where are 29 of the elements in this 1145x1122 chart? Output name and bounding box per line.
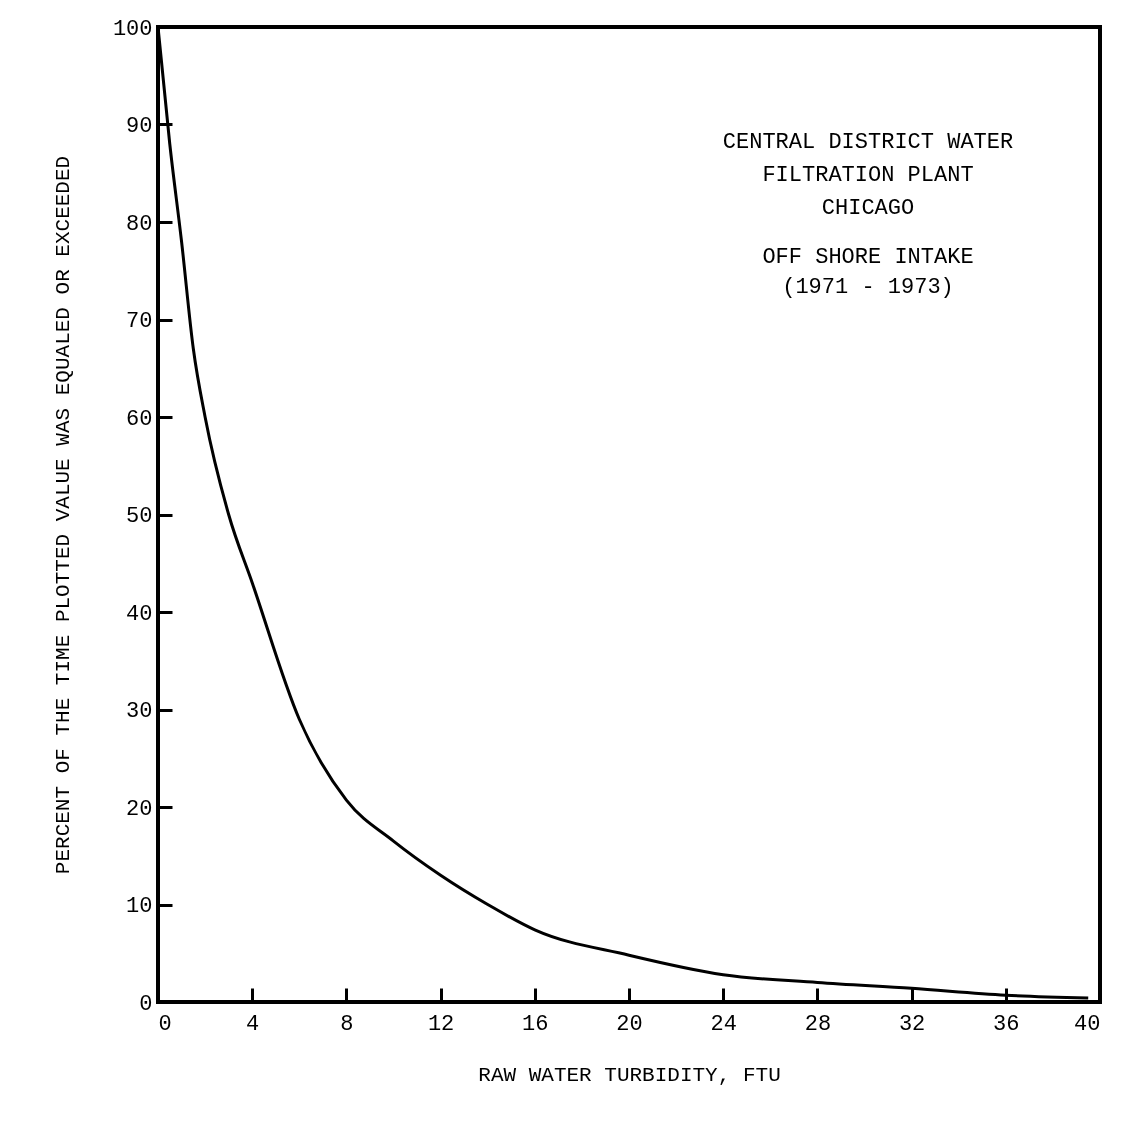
y-axis-title: PERCENT OF THE TIME PLOTTED VALUE WAS EQUALED OR EXCEEDED: [51, 155, 75, 875]
annotation: OFF SHORE INTAKE: [762, 245, 974, 270]
annotation: (1971 - 1973): [782, 275, 954, 300]
x-tick-label: 12: [427, 1011, 455, 1037]
y-tick-label: 20: [126, 796, 153, 822]
y-tick-label: 30: [126, 699, 153, 724]
y-tick-label: 40: [126, 601, 153, 627]
y-tick-label: 50: [126, 504, 153, 529]
y-tick-label: 90: [126, 114, 153, 139]
x-tick-label: 40: [1074, 1011, 1101, 1037]
y-tick-label: 10: [126, 894, 153, 919]
y-tick-label: 0: [139, 991, 153, 1017]
y-tick-label: 70: [126, 309, 153, 334]
y-tick-label: 80: [126, 211, 153, 237]
annotation: CENTRAL DISTRICT WATER: [722, 130, 1014, 155]
x-tick-label: 0: [158, 1011, 172, 1037]
y-tick-label: 60: [126, 406, 153, 432]
x-tick-label: 20: [616, 1011, 643, 1037]
x-tick-label: 4: [246, 1011, 260, 1037]
x-tick-label: 28: [804, 1011, 832, 1037]
x-tick-label: 32: [898, 1011, 926, 1037]
x-tick-label: 24: [710, 1011, 737, 1037]
x-tick-label: 16: [522, 1011, 549, 1037]
x-tick-label: 36: [993, 1011, 1020, 1037]
x-axis-title: RAW WATER TURBIDITY, FTU: [478, 1063, 781, 1087]
annotation: CHICAGO: [821, 196, 915, 221]
y-tick-label: 100: [112, 16, 153, 42]
annotation: FILTRATION PLANT: [762, 163, 974, 188]
x-tick-label: 8: [340, 1011, 354, 1037]
